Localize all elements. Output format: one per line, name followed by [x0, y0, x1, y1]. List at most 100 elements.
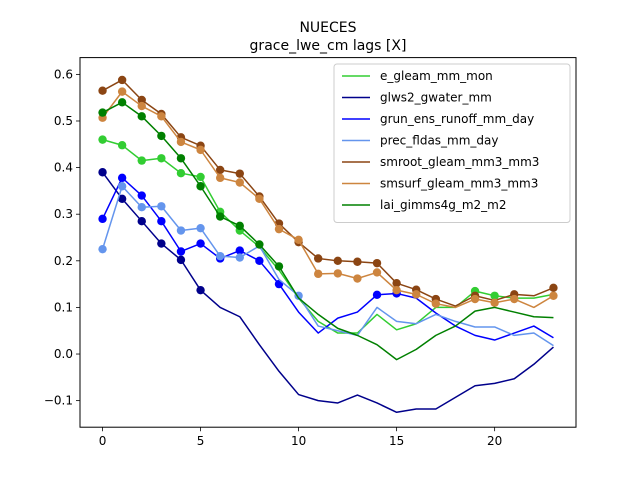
- data-point: [215, 165, 225, 175]
- data-point: [98, 135, 107, 144]
- axes-frame: [79, 57, 577, 428]
- data-point: [333, 256, 342, 266]
- data-point: [470, 294, 480, 304]
- series-smsurf_gleam_mm3_mm3: [98, 87, 558, 309]
- y-tick-label: 0.2: [54, 254, 73, 268]
- data-point: [314, 254, 323, 263]
- data-point: [549, 283, 558, 293]
- y-tick-label: 0.1: [54, 300, 73, 314]
- data-point: [549, 291, 558, 300]
- data-point: [117, 182, 127, 191]
- data-point: [196, 223, 205, 233]
- data-point: [98, 214, 107, 224]
- x-tick-label: 10: [291, 434, 306, 448]
- data-point: [196, 145, 205, 155]
- legend-label: prec_fldas_mm_day: [380, 134, 499, 148]
- data-point: [157, 154, 166, 163]
- series-line: [102, 101, 554, 361]
- data-point: [235, 221, 244, 231]
- data-point: [98, 86, 107, 95]
- legend-label: e_gleam_mm_mon: [380, 69, 493, 83]
- data-point: [137, 216, 146, 226]
- data-point: [235, 253, 244, 262]
- data-point: [137, 156, 146, 165]
- data-point: [117, 87, 127, 96]
- data-point: [510, 294, 519, 304]
- data-point: [490, 291, 499, 300]
- series-line: [101, 185, 554, 347]
- legend-label: smsurf_gleam_mm3_mm3: [380, 177, 538, 191]
- series-line: [101, 177, 554, 341]
- data-point: [98, 244, 107, 254]
- data-point: [137, 203, 146, 212]
- data-point: [215, 251, 225, 261]
- y-tick-label: 0.4: [54, 161, 73, 175]
- data-point: [137, 112, 146, 121]
- y-tick-label: −0.1: [44, 394, 73, 408]
- data-point: [176, 154, 186, 163]
- data-point: [294, 235, 303, 245]
- y-tick-label: 0.0: [54, 347, 73, 361]
- data-point: [137, 95, 146, 105]
- data-point: [235, 178, 244, 187]
- data-point: [412, 290, 421, 299]
- data-point: [176, 137, 186, 147]
- data-point: [372, 290, 382, 300]
- legend: e_gleam_mm_mon glws2_gwater_mm grun_ens_ru…: [333, 63, 571, 223]
- data-point: [176, 168, 186, 178]
- legend-label: grun_ens_runoff_mm_day: [380, 112, 534, 126]
- series-lai_gimms4g_m2_m2: [98, 98, 554, 361]
- data-point: [117, 75, 127, 85]
- data-point: [392, 278, 401, 288]
- series-e_gleam_mm_mon: [98, 135, 554, 334]
- legend-label: glws2_gwater_mm: [380, 91, 492, 105]
- data-point: [176, 247, 186, 256]
- data-point: [117, 173, 127, 183]
- series-line: [101, 171, 554, 414]
- data-point: [372, 268, 382, 277]
- y-tick-label: 0.6: [54, 67, 73, 81]
- data-point: [314, 269, 323, 279]
- series-prec_fldas_mm_day: [98, 182, 554, 347]
- data-point: [157, 112, 166, 121]
- data-point: [117, 194, 127, 204]
- data-point: [274, 262, 284, 271]
- x-tick-label: 5: [197, 434, 205, 448]
- series-grun_ens_runoff_mm_day: [98, 173, 554, 341]
- legend-label: lai_gimms4g_m2_m2: [380, 198, 507, 212]
- data-point: [196, 172, 205, 182]
- data-point: [98, 108, 107, 117]
- axis-ticks: 0 5 10 15 20 −0.1 0.0 0.1 0.2 0.3 0.4 0.5 0.6: [44, 67, 502, 448]
- data-point: [98, 168, 107, 177]
- legend-box: [333, 63, 571, 223]
- data-point: [490, 298, 499, 307]
- data-point: [117, 141, 127, 150]
- data-point: [137, 191, 146, 200]
- data-point: [215, 212, 225, 221]
- data-point: [431, 299, 441, 308]
- data-point: [215, 173, 225, 183]
- data-point: [176, 226, 186, 235]
- data-point: [255, 256, 264, 266]
- chart-subtitle: grace_lwe_cm lags [X]: [250, 38, 407, 54]
- plot-area: [98, 75, 558, 414]
- data-point: [235, 246, 244, 255]
- data-point: [392, 285, 401, 295]
- series-glws2_gwater_mm: [98, 168, 554, 414]
- data-point: [196, 285, 205, 295]
- x-tick-label: 0: [99, 434, 107, 448]
- y-tick-label: 0.5: [54, 114, 73, 128]
- x-tick-label: 15: [389, 434, 404, 448]
- data-point: [255, 194, 264, 204]
- data-point: [353, 274, 362, 283]
- data-point: [157, 131, 166, 141]
- x-tick-label: 20: [487, 434, 502, 448]
- chart-title: NUECES: [299, 20, 356, 36]
- data-point: [176, 255, 186, 265]
- legend-label: smroot_gleam_mm3_mm3: [380, 155, 539, 169]
- data-point: [255, 240, 264, 249]
- data-point: [117, 98, 127, 107]
- data-point: [196, 239, 205, 248]
- data-point: [235, 169, 244, 178]
- data-point: [372, 258, 382, 268]
